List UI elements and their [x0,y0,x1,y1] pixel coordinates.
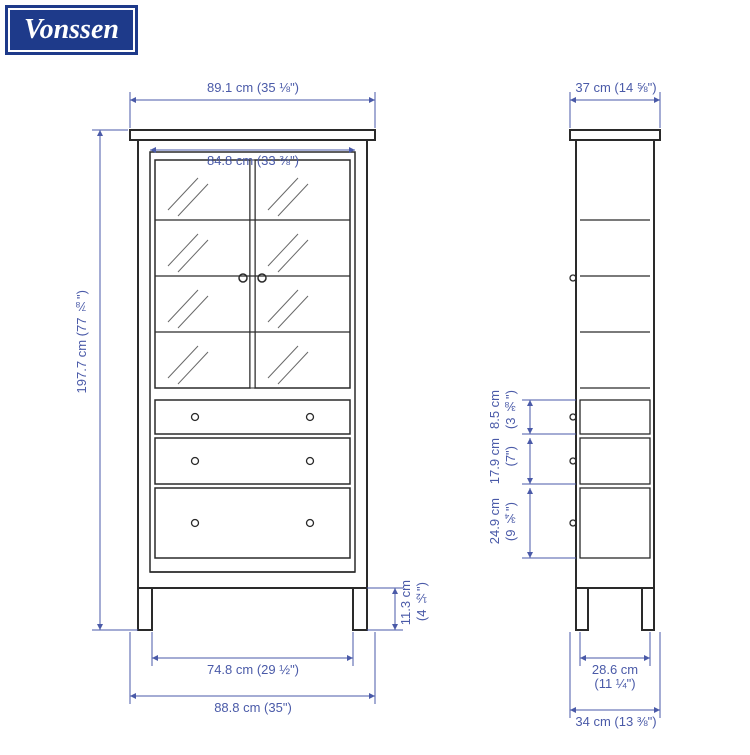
dim-side-bottom-inner2: (11 ¼") [580,676,650,691]
dim-front-bottom-outer: 88.8 cm (35") [168,700,338,715]
dim-leg-h1: 11.3 cm [398,580,413,625]
technical-diagram: 89.1 cm (35 ⅛") 84.8 cm (33 ⅜") 197.7 cm… [0,60,750,750]
dim-front-bottom-inner: 74.8 cm (29 ½") [168,662,338,677]
diagram-svg [0,60,750,750]
dim-d1b: (3 ⅜") [503,390,518,429]
brand-text: Vonssen [24,14,119,45]
side-view [570,130,660,630]
dim-front-top-inner: 84.8 cm (33 ⅜") [168,153,338,168]
dim-leg-h2: (4 ½") [414,582,429,621]
dim-d3b: (9 ¾") [503,502,518,541]
dim-side-bottom-inner: 28.6 cm [580,662,650,677]
dim-d2b: (7") [503,446,518,467]
dim-d1a: 8.5 cm [487,390,502,429]
dim-d2a: 17.9 cm [487,438,502,484]
dim-d3a: 24.9 cm [487,498,502,544]
dim-front-top-outer: 89.1 cm (35 ⅛") [168,80,338,95]
dim-front-height: 197.7 cm (77 ⅞") [74,290,89,393]
dim-side-top: 37 cm (14 ⅝") [556,80,676,95]
front-view [130,130,375,630]
dim-side-bottom-outer: 34 cm (13 ⅜") [556,714,676,729]
brand-banner: Vonssen [8,8,135,52]
